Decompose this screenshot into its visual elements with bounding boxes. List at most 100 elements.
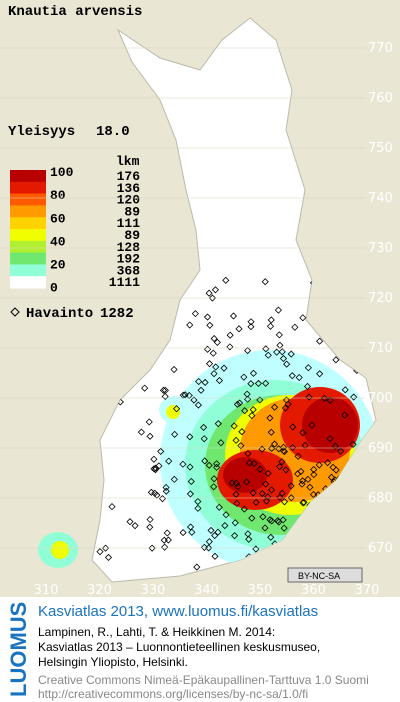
observation-point [345, 276, 353, 284]
observation-point [248, 514, 256, 522]
observation-point [201, 378, 209, 387]
observation-point [264, 351, 272, 359]
observation-point [279, 447, 288, 455]
observation-point [275, 557, 283, 565]
observation-point [126, 518, 134, 526]
observation-point [262, 379, 270, 387]
observation-point [230, 422, 238, 430]
observation-point [161, 392, 169, 401]
observation-point [248, 412, 256, 420]
observation-point [259, 513, 267, 521]
observation-point [206, 321, 214, 329]
observation-point [161, 543, 169, 551]
license-line: Creative Commons Nimeä-Epäkaupallinen-Ta… [38, 673, 369, 687]
observation-point [360, 367, 368, 375]
observation-point [104, 553, 113, 561]
observation-point [203, 313, 212, 321]
observation-point [303, 382, 312, 391]
observation-point [306, 483, 314, 491]
y-grid-label: 750 [368, 141, 393, 156]
observation-point [279, 354, 287, 363]
observation-point [356, 518, 364, 526]
observation-point [296, 522, 304, 530]
observation-point [341, 386, 349, 394]
observation-point [131, 522, 139, 530]
observation-point [240, 505, 248, 513]
x-grid-label: 310 [34, 583, 59, 598]
observation-point [276, 463, 284, 471]
observation-point [352, 482, 360, 491]
x-grid-label: 370 [355, 583, 380, 598]
observation-point [179, 460, 187, 468]
observation-point [320, 394, 328, 402]
observation-point [234, 562, 242, 570]
observation-point [276, 341, 284, 349]
observations-label: Havainto [26, 306, 93, 322]
observation-point [110, 360, 118, 369]
observation-point [149, 278, 157, 286]
observation-point [341, 500, 349, 509]
observation-point [233, 400, 241, 408]
observation-point [215, 503, 223, 511]
observation-point [332, 466, 340, 474]
observation-point [249, 489, 257, 497]
observation-point [164, 536, 172, 544]
observation-point [294, 452, 302, 460]
observation-point [274, 306, 282, 314]
footer-background [0, 597, 400, 702]
observation-point [287, 494, 295, 502]
observation-point [245, 459, 254, 467]
observation-point [293, 535, 301, 543]
observation-point [108, 503, 116, 511]
observation-point [207, 526, 215, 535]
observation-point [186, 490, 195, 498]
license-line: http://creativecommons.org/licenses/by-n… [38, 687, 308, 701]
observation-point [240, 373, 248, 381]
observation-point [320, 288, 328, 297]
observation-point [342, 528, 350, 536]
observation-point [288, 372, 296, 380]
observation-point [217, 439, 225, 447]
observation-point [210, 483, 218, 491]
observation-point [231, 519, 239, 527]
legend-level: 0 [50, 281, 58, 296]
observation-point [137, 428, 145, 436]
observation-point [284, 400, 292, 408]
legend-header: lkm [116, 154, 140, 169]
observation-point [341, 411, 349, 419]
link-line[interactable]: Kasviatlas 2013, www.luomus.fi/kasviatla… [38, 603, 318, 620]
observation-point [262, 480, 270, 488]
observation-point [190, 396, 198, 404]
observation-point [350, 293, 358, 301]
observation-point [211, 531, 219, 540]
legend-swatch [10, 193, 46, 206]
observation-point [361, 525, 369, 534]
observation-point [281, 404, 289, 412]
legend-swatch [10, 264, 46, 277]
observation-point [150, 455, 158, 463]
observation-point [170, 279, 178, 287]
observation-point [201, 457, 209, 465]
observation-point [308, 421, 316, 429]
observation-point [200, 435, 208, 443]
observation-point [222, 276, 230, 284]
observation-point [293, 537, 301, 545]
y-grid-label: 740 [368, 191, 393, 206]
observation-point [186, 463, 194, 471]
observation-point [289, 443, 297, 452]
y-grid-label: 770 [368, 41, 393, 56]
legend: 1761361208911189128192368111110080604020… [10, 165, 140, 296]
observation-point [163, 529, 171, 537]
observation-point [338, 555, 346, 563]
observation-point [338, 327, 346, 335]
observation-point [336, 537, 345, 545]
y-grid-label: 690 [368, 441, 393, 456]
aland-area [51, 541, 69, 559]
legend-level: 40 [50, 234, 66, 249]
observation-point [342, 488, 351, 496]
observation-point [150, 278, 158, 286]
observation-point [96, 548, 104, 556]
observation-point [148, 315, 156, 323]
observation-point [262, 497, 271, 505]
